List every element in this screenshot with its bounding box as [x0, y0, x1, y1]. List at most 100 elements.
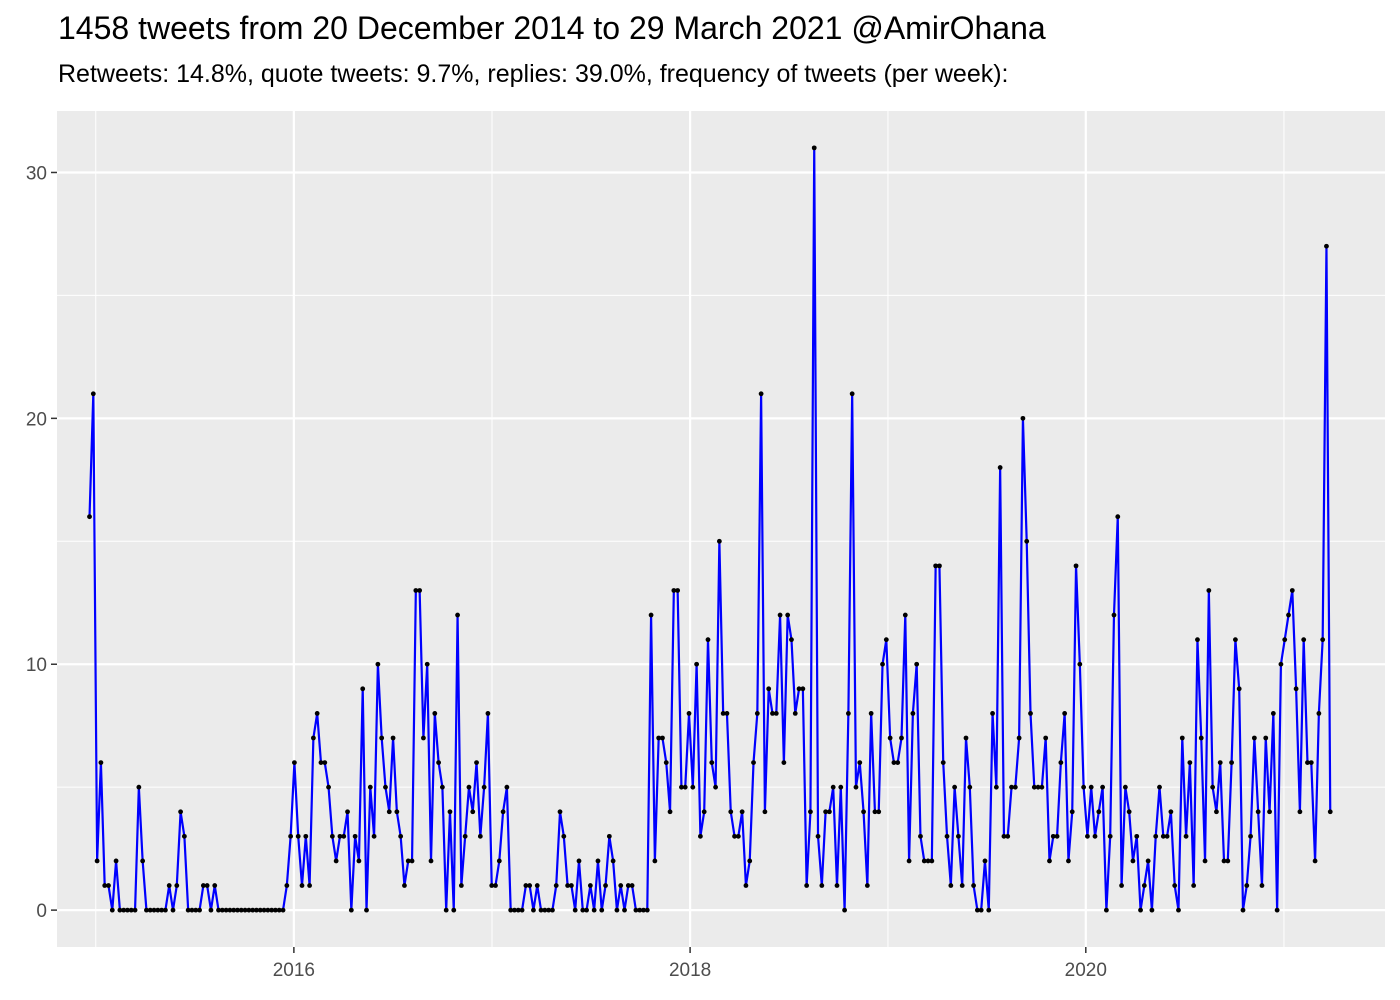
data-point [754, 711, 760, 716]
data-point [637, 907, 643, 913]
data-point [641, 907, 646, 913]
data-point [163, 907, 168, 913]
data-point [128, 907, 134, 913]
data-point [246, 907, 252, 913]
data-point [1305, 760, 1310, 765]
data-point [940, 760, 946, 765]
data-point [880, 661, 885, 667]
data-point [280, 907, 286, 913]
data-point [861, 809, 866, 815]
data-point [1240, 907, 1246, 913]
data-point [561, 833, 567, 839]
data-point [238, 907, 244, 913]
data-point [1107, 833, 1113, 839]
data-point [1149, 907, 1155, 913]
data-point [1043, 735, 1049, 741]
data-point [656, 735, 662, 741]
data-point [1267, 809, 1272, 815]
data-point [1115, 514, 1121, 520]
data-point [257, 907, 263, 913]
data-point [716, 538, 722, 544]
data-point [986, 907, 992, 913]
data-point [1024, 538, 1030, 544]
data-point [204, 883, 210, 888]
data-point [1050, 833, 1056, 839]
data-point [1289, 588, 1295, 593]
data-point [622, 907, 627, 913]
data-point [390, 735, 396, 741]
data-point [136, 784, 142, 790]
data-point [94, 858, 100, 864]
data-point [1103, 907, 1109, 913]
data-point [724, 711, 730, 716]
data-point [348, 907, 354, 913]
data-point [1225, 858, 1231, 864]
data-point [405, 858, 411, 864]
data-point [1187, 760, 1193, 765]
plot-panel [57, 111, 1385, 947]
data-point [546, 907, 552, 913]
data-point [109, 907, 115, 913]
data-point [189, 907, 195, 913]
data-point [151, 907, 157, 913]
data-point [527, 883, 533, 888]
data-point [132, 907, 138, 913]
data-point [436, 760, 441, 765]
data-point [1274, 907, 1280, 913]
data-point [762, 809, 768, 815]
data-point [785, 612, 791, 618]
data-point [424, 661, 430, 667]
data-point [1233, 637, 1238, 643]
data-point [542, 907, 548, 913]
data-point [974, 907, 980, 913]
data-point [303, 833, 309, 839]
data-point [921, 858, 927, 864]
data-point [1286, 612, 1291, 618]
data-point [466, 784, 472, 790]
data-point [166, 883, 172, 888]
data-point [679, 784, 684, 790]
data-point [1160, 833, 1166, 839]
data-point [106, 883, 111, 888]
data-point [147, 907, 153, 913]
data-point [1020, 415, 1026, 421]
data-point [462, 833, 468, 839]
data-point [208, 907, 214, 913]
data-point [808, 809, 813, 815]
data-point [633, 907, 639, 913]
data-point [1217, 760, 1223, 765]
data-point [933, 563, 939, 569]
y-tick-label: 30 [26, 163, 47, 184]
data-point [1001, 833, 1007, 839]
chart-subtitle: Retweets: 14.8%, quote tweets: 9.7%, rep… [58, 60, 1009, 88]
data-point [1157, 784, 1162, 790]
data-point [443, 907, 449, 913]
data-point [663, 760, 669, 765]
data-point [512, 907, 517, 913]
chart-title: 1458 tweets from 20 December 2014 to 29 … [58, 10, 1046, 46]
data-point [485, 711, 491, 716]
data-point [242, 907, 248, 913]
data-point [219, 907, 225, 913]
data-point [455, 612, 460, 618]
x-axis: 2016 2018 2020 [273, 947, 1107, 981]
data-point [1069, 809, 1075, 815]
data-point [1058, 760, 1064, 765]
data-point [906, 858, 912, 864]
data-point [500, 809, 506, 815]
data-point [1077, 661, 1083, 667]
data-point [1191, 883, 1197, 888]
data-point [743, 883, 749, 888]
data-point [121, 907, 127, 913]
data-point [379, 735, 385, 741]
data-point [1130, 858, 1136, 864]
data-point [1320, 637, 1326, 643]
data-point [1009, 784, 1014, 790]
data-point [997, 465, 1003, 470]
data-point [1081, 784, 1087, 790]
data-point [1259, 883, 1265, 888]
data-point [386, 809, 392, 815]
data-point [170, 907, 176, 913]
data-point [789, 637, 794, 643]
data-point [174, 883, 180, 888]
